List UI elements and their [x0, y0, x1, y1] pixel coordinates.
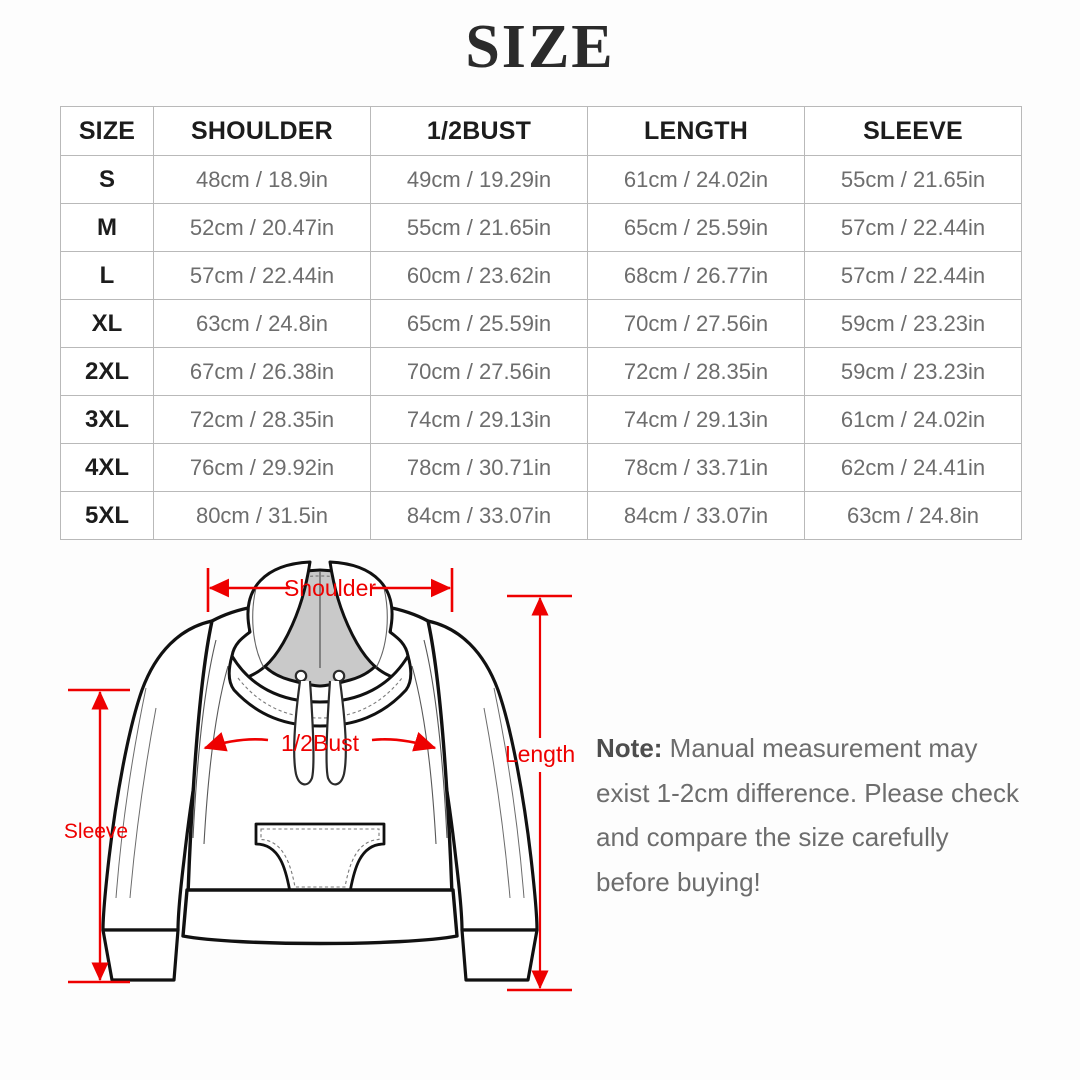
column-header-bust: 1/2BUST [370, 106, 588, 156]
hoodie-technical-drawing: Shoulder 1/2Bust Length Sleeve [64, 560, 575, 992]
cell-size: S [60, 155, 154, 204]
cell-shoulder: 72cm / 28.35in [153, 395, 371, 444]
size-chart-table-container: SIZE SHOULDER 1/2BUST LENGTH SLEEVE S 48… [60, 106, 1022, 540]
table-row: S 48cm / 18.9in 49cm / 19.29in 61cm / 24… [60, 155, 1022, 204]
cell-bust: 65cm / 25.59in [370, 299, 588, 348]
column-header-shoulder: SHOULDER [153, 106, 371, 156]
measurement-diagram: Shoulder 1/2Bust Length Sleeve [0, 548, 1080, 1018]
cell-length: 65cm / 25.59in [587, 203, 805, 252]
cell-length: 72cm / 28.35in [587, 347, 805, 396]
left-grommet [294, 669, 308, 683]
cell-shoulder: 52cm / 20.47in [153, 203, 371, 252]
neckline-stitch [237, 677, 403, 719]
bust-label: 1/2Bust [281, 730, 360, 756]
table-row: 5XL 80cm / 31.5in 84cm / 33.07in 84cm / … [60, 491, 1022, 540]
cell-size: M [60, 203, 154, 252]
cell-sleeve: 61cm / 24.02in [804, 395, 1022, 444]
note-block: Note: Manual measurement may exist 1-2cm… [596, 726, 1026, 905]
cell-sleeve: 57cm / 22.44in [804, 203, 1022, 252]
cell-length: 70cm / 27.56in [587, 299, 805, 348]
table-row: XL 63cm / 24.8in 65cm / 25.59in 70cm / 2… [60, 299, 1022, 348]
cell-size: 3XL [60, 395, 154, 444]
column-header-length: LENGTH [587, 106, 805, 156]
size-chart-table: SIZE SHOULDER 1/2BUST LENGTH SLEEVE S 48… [60, 106, 1022, 540]
cell-shoulder: 63cm / 24.8in [153, 299, 371, 348]
left-drawstring [293, 680, 315, 786]
pocket-stitch [260, 828, 380, 888]
cell-size: 4XL [60, 443, 154, 492]
cell-length: 61cm / 24.02in [587, 155, 805, 204]
bust-arrow-left [203, 732, 269, 752]
right-grommet [332, 669, 346, 683]
cell-size: XL [60, 299, 154, 348]
sleeve-fold-lines [115, 687, 525, 899]
cell-shoulder: 67cm / 26.38in [153, 347, 371, 396]
table-row: 2XL 67cm / 26.38in 70cm / 27.56in 72cm /… [60, 347, 1022, 396]
cell-size: 2XL [60, 347, 154, 396]
cell-length: 84cm / 33.07in [587, 491, 805, 540]
cell-bust: 78cm / 30.71in [370, 443, 588, 492]
cell-sleeve: 55cm / 21.65in [804, 155, 1022, 204]
hoodie-illustration [101, 560, 539, 982]
table-header-row: SIZE SHOULDER 1/2BUST LENGTH SLEEVE [60, 106, 1022, 156]
cell-sleeve: 59cm / 23.23in [804, 347, 1022, 396]
table-row: M 52cm / 20.47in 55cm / 21.65in 65cm / 2… [60, 203, 1022, 252]
hem-band [181, 888, 459, 946]
shoulder-label: Shoulder [284, 575, 376, 601]
cell-bust: 55cm / 21.65in [370, 203, 588, 252]
cell-bust: 70cm / 27.56in [370, 347, 588, 396]
sleeve-measure-guide: Sleeve [64, 688, 130, 984]
cell-sleeve: 62cm / 24.41in [804, 443, 1022, 492]
table-row: 4XL 76cm / 29.92in 78cm / 30.71in 78cm /… [60, 443, 1022, 492]
cell-size: 5XL [60, 491, 154, 540]
cell-sleeve: 63cm / 24.8in [804, 491, 1022, 540]
shoulder-measure-guide: Shoulder [206, 568, 454, 612]
cell-bust: 74cm / 29.13in [370, 395, 588, 444]
cell-shoulder: 80cm / 31.5in [153, 491, 371, 540]
table-row: L 57cm / 22.44in 60cm / 23.62in 68cm / 2… [60, 251, 1022, 300]
cell-shoulder: 57cm / 22.44in [153, 251, 371, 300]
cell-sleeve: 59cm / 23.23in [804, 299, 1022, 348]
sleeve-label: Sleeve [64, 820, 128, 843]
cell-bust: 84cm / 33.07in [370, 491, 588, 540]
page-title: SIZE [465, 13, 615, 81]
cell-length: 68cm / 26.77in [587, 251, 805, 300]
cell-bust: 49cm / 19.29in [370, 155, 588, 204]
cell-length: 74cm / 29.13in [587, 395, 805, 444]
table-row: 3XL 72cm / 28.35in 74cm / 29.13in 74cm /… [60, 395, 1022, 444]
bust-arrow-right [371, 732, 437, 752]
right-drawstring [325, 680, 347, 786]
note-label: Note: [596, 733, 663, 763]
hood-fold-lines [252, 587, 388, 669]
length-label: Length [505, 741, 575, 767]
note-text: Manual measurement may exist 1-2cm diffe… [596, 733, 1019, 898]
cell-bust: 60cm / 23.62in [370, 251, 588, 300]
cell-length: 78cm / 33.71in [587, 443, 805, 492]
column-header-size: SIZE [60, 106, 154, 156]
left-cuff [101, 928, 180, 982]
bust-measure-guide: 1/2Bust [203, 730, 437, 756]
cell-shoulder: 48cm / 18.9in [153, 155, 371, 204]
right-cuff [460, 928, 539, 982]
column-header-sleeve: SLEEVE [804, 106, 1022, 156]
cell-sleeve: 57cm / 22.44in [804, 251, 1022, 300]
cell-shoulder: 76cm / 29.92in [153, 443, 371, 492]
length-measure-guide: Length [505, 594, 575, 992]
cell-size: L [60, 251, 154, 300]
